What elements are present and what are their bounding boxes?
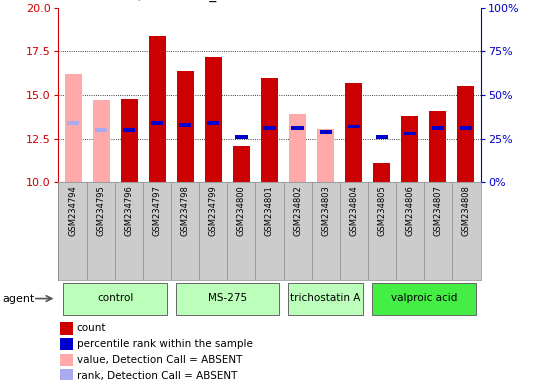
Text: GSM234804: GSM234804 bbox=[349, 185, 358, 236]
Bar bbox=[60, 369, 73, 382]
Text: valproic acid: valproic acid bbox=[390, 293, 457, 303]
Bar bbox=[67, 121, 79, 125]
Bar bbox=[320, 130, 332, 134]
Bar bbox=[345, 83, 362, 182]
Text: MS-275: MS-275 bbox=[208, 293, 247, 303]
Text: GSM234798: GSM234798 bbox=[181, 185, 190, 236]
Bar bbox=[430, 111, 446, 182]
Bar bbox=[348, 124, 360, 128]
Text: GSM234794: GSM234794 bbox=[69, 185, 78, 236]
Bar bbox=[95, 128, 107, 132]
Text: GSM234806: GSM234806 bbox=[405, 185, 414, 236]
FancyBboxPatch shape bbox=[175, 283, 279, 315]
Text: GSM234805: GSM234805 bbox=[377, 185, 386, 236]
Text: GSM234796: GSM234796 bbox=[125, 185, 134, 236]
Text: GSM234801: GSM234801 bbox=[265, 185, 274, 236]
Text: GSM234803: GSM234803 bbox=[321, 185, 330, 236]
Bar bbox=[404, 132, 416, 136]
Text: GSM234807: GSM234807 bbox=[433, 185, 442, 236]
FancyBboxPatch shape bbox=[288, 283, 364, 315]
Text: rank, Detection Call = ABSENT: rank, Detection Call = ABSENT bbox=[77, 371, 237, 381]
Bar bbox=[432, 126, 444, 130]
Text: control: control bbox=[97, 293, 134, 303]
Bar bbox=[65, 74, 81, 182]
Bar bbox=[289, 114, 306, 182]
Bar bbox=[317, 129, 334, 182]
Bar bbox=[263, 126, 276, 130]
Text: GSM234802: GSM234802 bbox=[293, 185, 302, 236]
FancyBboxPatch shape bbox=[372, 283, 476, 315]
Bar bbox=[233, 146, 250, 182]
Text: GDS3002 / 1457789_at: GDS3002 / 1457789_at bbox=[69, 0, 230, 2]
Bar bbox=[207, 121, 219, 125]
Bar bbox=[60, 354, 73, 366]
Text: GSM234808: GSM234808 bbox=[461, 185, 470, 236]
Text: GSM234795: GSM234795 bbox=[97, 185, 106, 236]
Bar bbox=[179, 123, 191, 127]
Bar bbox=[261, 78, 278, 182]
FancyBboxPatch shape bbox=[63, 283, 167, 315]
Bar bbox=[149, 36, 166, 182]
Text: trichostatin A: trichostatin A bbox=[290, 293, 361, 303]
Text: percentile rank within the sample: percentile rank within the sample bbox=[77, 339, 252, 349]
Bar bbox=[402, 116, 418, 182]
Bar bbox=[373, 163, 390, 182]
Text: GSM234800: GSM234800 bbox=[237, 185, 246, 236]
Bar bbox=[235, 135, 248, 139]
Bar bbox=[151, 121, 163, 125]
Bar bbox=[60, 322, 73, 334]
Bar bbox=[376, 135, 388, 139]
Text: GSM234797: GSM234797 bbox=[153, 185, 162, 236]
Bar bbox=[123, 128, 135, 132]
Text: agent: agent bbox=[3, 293, 35, 304]
Text: GSM234799: GSM234799 bbox=[209, 185, 218, 236]
Bar bbox=[177, 71, 194, 182]
Text: value, Detection Call = ABSENT: value, Detection Call = ABSENT bbox=[77, 355, 242, 365]
Bar bbox=[458, 86, 474, 182]
Bar bbox=[205, 56, 222, 182]
Bar bbox=[60, 338, 73, 350]
Bar bbox=[93, 100, 109, 182]
Bar bbox=[121, 99, 138, 182]
Bar bbox=[292, 126, 304, 130]
Bar bbox=[460, 126, 472, 130]
Text: count: count bbox=[77, 323, 106, 333]
